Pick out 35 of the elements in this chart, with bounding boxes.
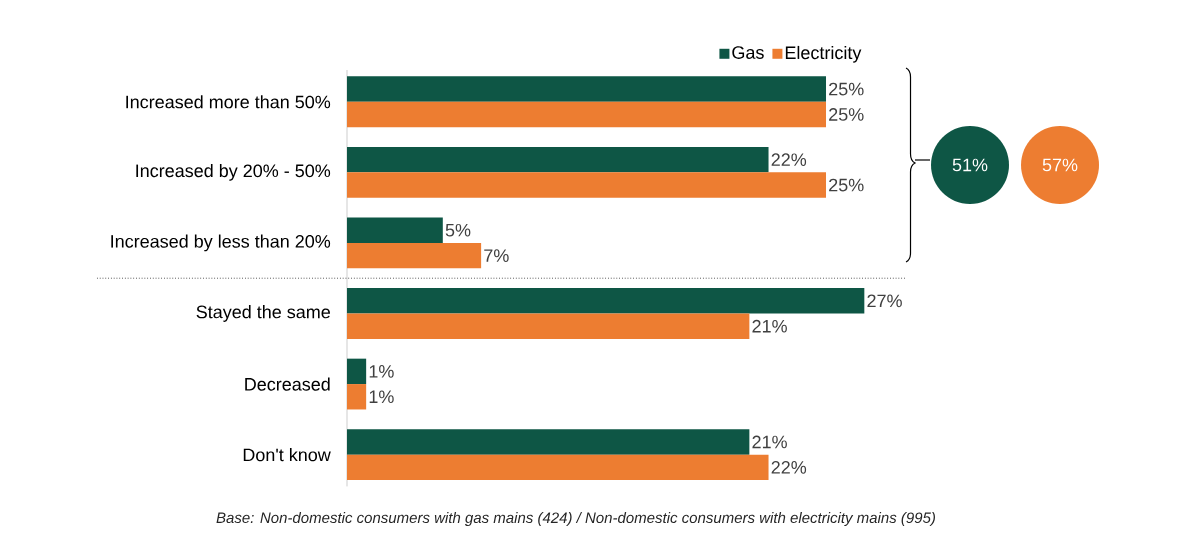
data-label: 22%: [771, 461, 807, 474]
data-label: 5%: [445, 223, 471, 237]
data-label: 1%: [369, 390, 394, 404]
legend-label: Gas: [732, 46, 764, 59]
data-label: 21%: [752, 319, 787, 333]
data-label: 25%: [829, 178, 864, 192]
bar: [347, 384, 367, 410]
y-tick-label: Increased by 20% - 50%: [136, 163, 331, 181]
bar: [347, 313, 750, 339]
bar: [347, 101, 827, 128]
text: 51%: [952, 158, 988, 172]
y-tick-label: Stayed the same: [196, 305, 330, 322]
data-label: 22%: [771, 153, 807, 166]
text: 57%: [1042, 158, 1078, 172]
data-label: 1%: [369, 365, 394, 378]
bar: [347, 217, 443, 243]
data-label: 25%: [829, 108, 864, 121]
y-tick-label: Increased by less than 20%: [111, 234, 331, 252]
bar: [347, 429, 750, 455]
data-label: 21%: [752, 435, 787, 449]
text: Base: Non-domestic consumers with gas mains (424) / Non-domestic consumers with electricity mains (995): [216, 512, 936, 526]
bar: [347, 288, 865, 314]
y-tick-label: Don't know: [243, 448, 331, 462]
data-label: 25%: [829, 82, 864, 96]
bar: [347, 172, 827, 198]
y-tick-label: Decreased: [245, 377, 330, 391]
bar: [347, 146, 769, 173]
bar: [347, 358, 367, 385]
data-label: 27%: [867, 294, 902, 308]
bar: [347, 242, 482, 269]
bar: [347, 76, 827, 102]
data-label: 7%: [484, 249, 509, 262]
y-tick-label: Increased more than 50%: [126, 95, 331, 109]
bar: [347, 454, 769, 481]
legend-label: Electricity: [785, 45, 862, 63]
